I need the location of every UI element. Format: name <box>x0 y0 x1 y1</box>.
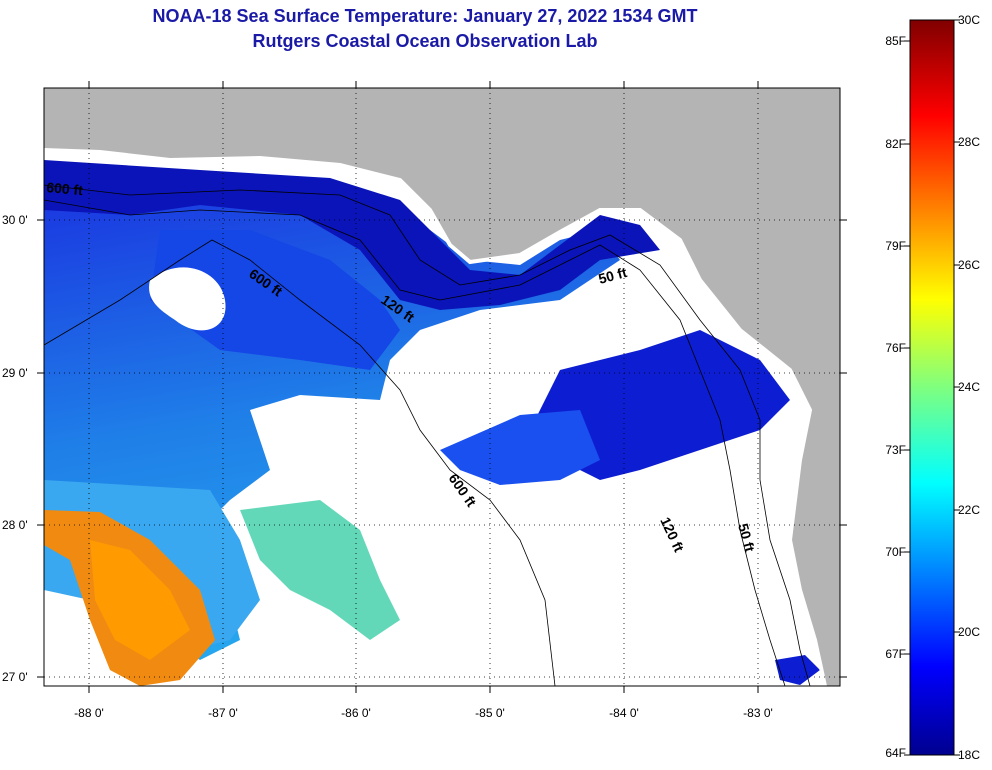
colorbar-label-64f: 64F <box>885 746 906 760</box>
colorbar-label-26c: 26C <box>958 258 981 272</box>
colorbar-label-30c: 30C <box>958 13 981 27</box>
map-frame <box>43 87 841 687</box>
lon-label-84: -84 0' <box>609 706 639 720</box>
sst-region-nearshore <box>44 160 660 310</box>
contour-label-600ft-west: 600 ft <box>46 179 84 198</box>
chart-title: NOAA-18 Sea Surface Temperature: January… <box>152 6 698 26</box>
colorbar-ticks <box>904 19 960 756</box>
sst-warm-core <box>90 540 190 660</box>
colorbar-label-67f: 67F <box>885 647 906 661</box>
colorbar-label-70f: 70F <box>885 545 906 559</box>
land-panhandle <box>44 88 840 590</box>
lon-label-85: -85 0' <box>475 706 505 720</box>
lon-label-86: -86 0' <box>341 706 371 720</box>
lon-label-83: -83 0' <box>743 706 773 720</box>
lat-label-29: 29 0' <box>2 366 28 380</box>
colorbar <box>909 19 955 756</box>
colorbar-label-79f: 79F <box>885 239 906 253</box>
lat-label-28: 28 0' <box>2 518 28 532</box>
lon-label-88: -88 0' <box>74 706 104 720</box>
lat-label-27: 27 0' <box>2 670 28 684</box>
contour-600ft <box>44 239 556 686</box>
sst-region-greenish <box>240 500 400 640</box>
colorbar-label-24c: 24C <box>958 380 981 394</box>
coastline <box>44 148 827 686</box>
chart-subtitle: Rutgers Coastal Ocean Observation Lab <box>252 31 598 51</box>
contour-120ft <box>44 199 786 686</box>
colorbar-label-73f: 73F <box>885 443 906 457</box>
lat-label-30: 30 0' <box>2 213 28 227</box>
lon-label-87: -87 0' <box>208 706 238 720</box>
map-field: 600 ft 120 ft 50 ft 600 ft 120 ft 50 ft … <box>44 88 840 686</box>
colorbar-label-28c: 28C <box>958 135 981 149</box>
contour-50ft <box>44 184 811 686</box>
colorbar-label-18c: 18C <box>958 748 981 762</box>
colorbar-label-76f: 76F <box>885 341 906 355</box>
sst-region-big-bend <box>440 410 600 485</box>
sst-region-small-east <box>775 655 820 685</box>
colorbar-label-22c: 22C <box>958 503 981 517</box>
cloud-patch <box>149 267 226 331</box>
colorbar-label-85f: 85F <box>885 34 906 48</box>
sst-region-central <box>150 230 400 370</box>
axis-ticks <box>37 81 847 693</box>
contour-label-50ft-north: 50 ft <box>597 264 629 287</box>
contour-label-50ft-south: 50 ft <box>735 522 758 554</box>
colorbar-label-20c: 20C <box>958 625 981 639</box>
land-peninsula <box>790 440 840 686</box>
sst-region-east <box>530 330 790 480</box>
colorbar-label-82f: 82F <box>885 137 906 151</box>
